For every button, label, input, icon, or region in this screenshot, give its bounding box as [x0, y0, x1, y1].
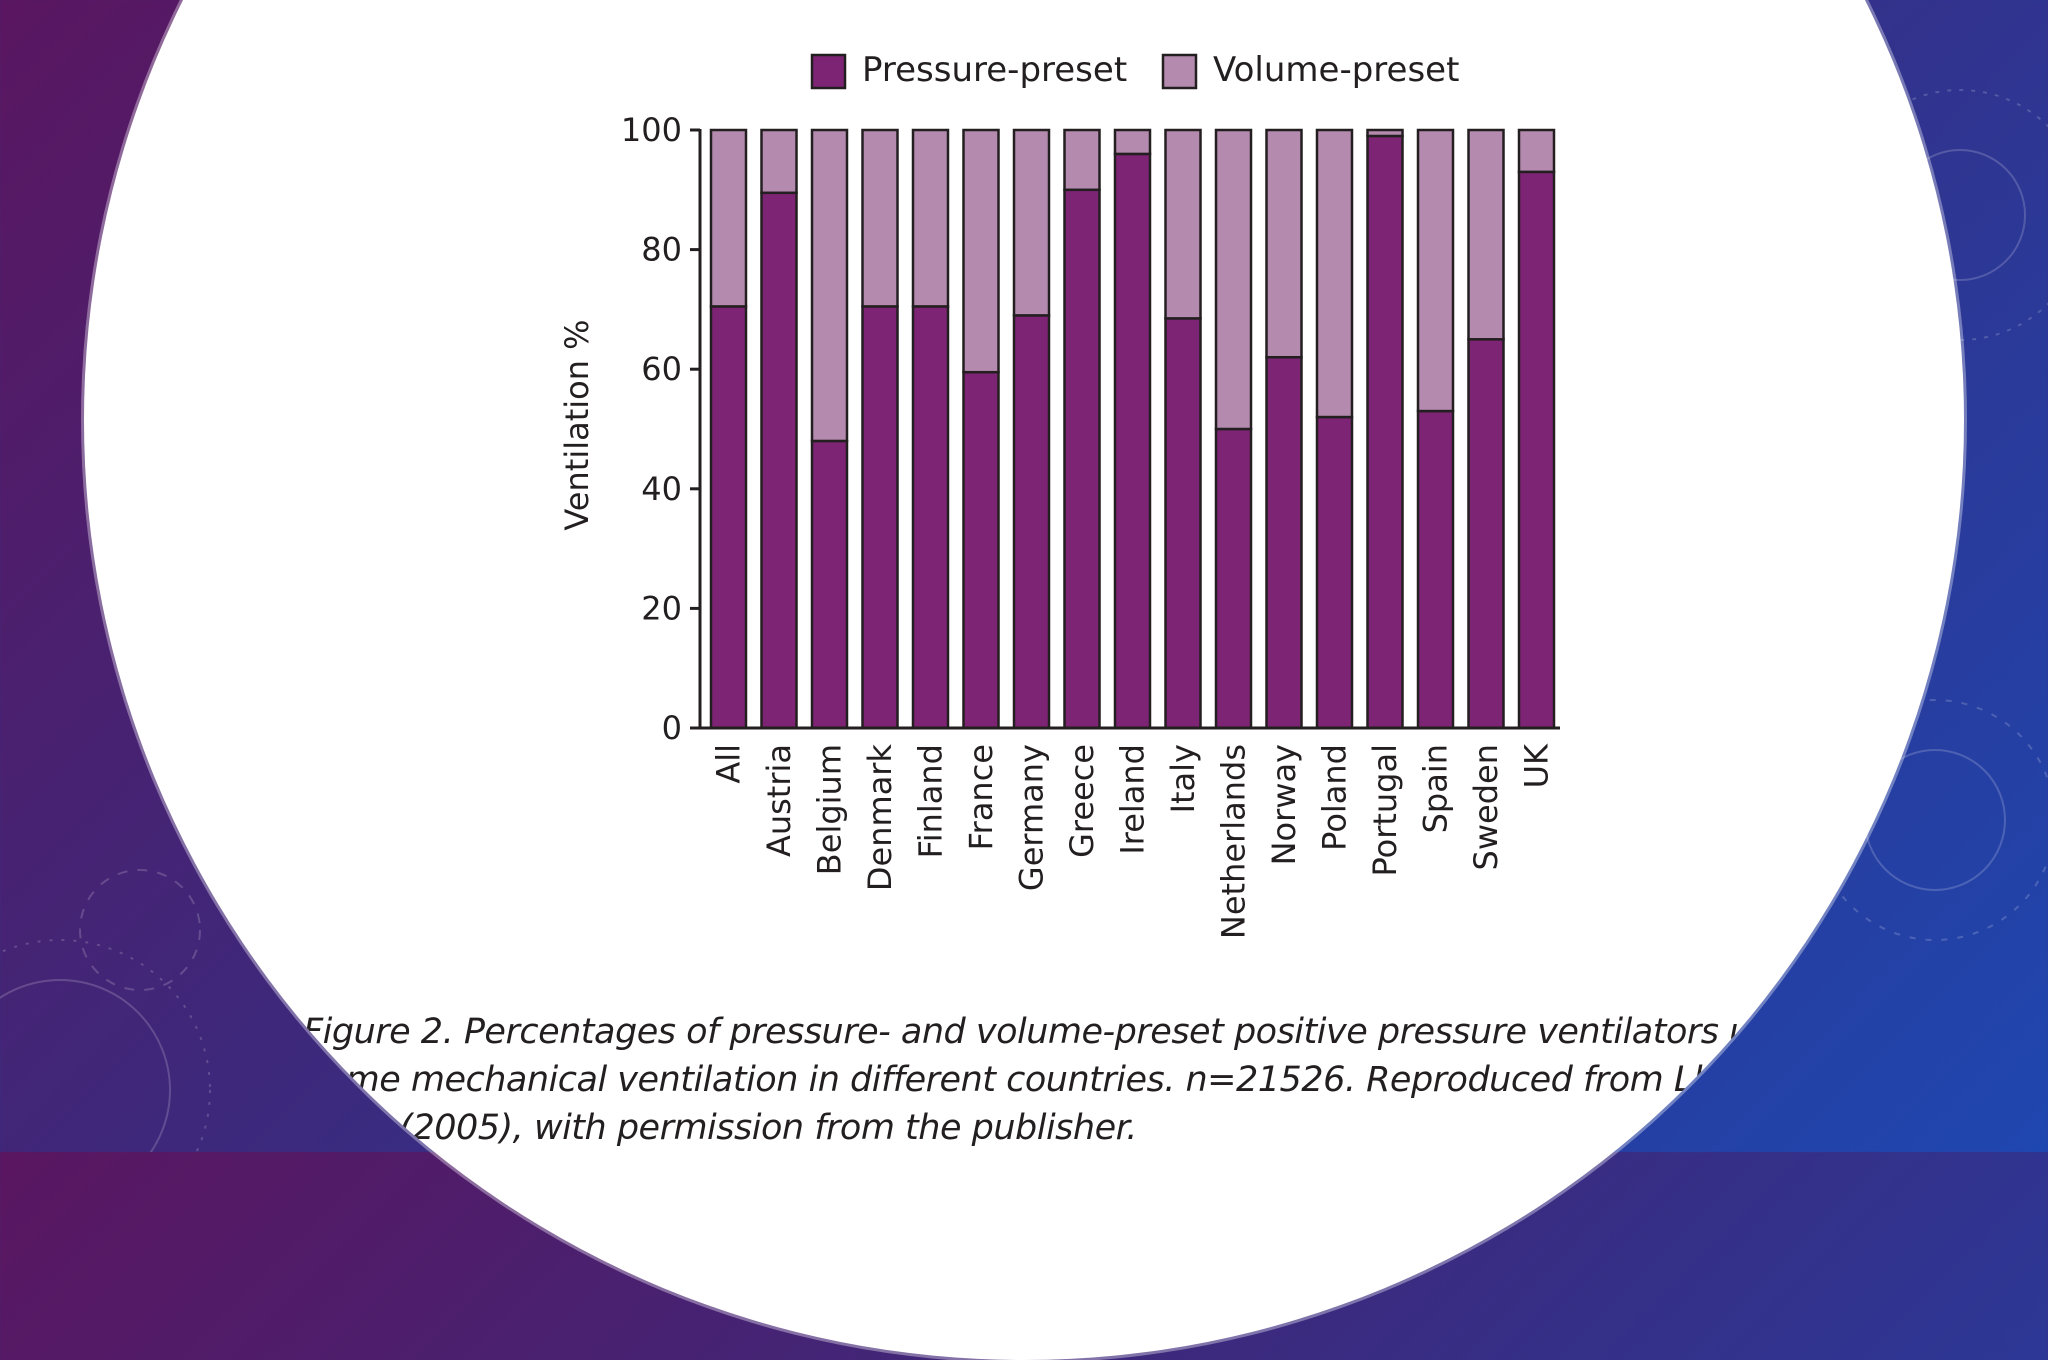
bar-volume-austria: [760, 128, 798, 195]
deco-ring: [0, 939, 211, 1152]
bar-pressure-denmark: [861, 305, 899, 730]
x-tick-label: Ireland: [1114, 744, 1152, 855]
legend: Pressure-preset Volume-preset: [810, 50, 1459, 90]
x-tick-label: France: [962, 744, 1000, 850]
deco-ring: [0, 979, 171, 1152]
bar-pressure-austria: [760, 191, 798, 730]
x-tick-label: Netherlands: [1215, 744, 1253, 939]
bar-volume-all: [709, 128, 748, 308]
bar-pressure-uk: [1517, 170, 1556, 730]
bar-volume-france: [962, 128, 1000, 374]
deco-ring: [1834, 89, 2048, 341]
bar-volume-uk: [1517, 128, 1556, 174]
caption-clip: Figure 2. Percentages of pressure- and v…: [303, 1012, 1875, 1148]
stacked-bar-chart: Pressure-preset Volume-preset Ventilatio…: [558, 50, 1560, 939]
bar-volume-spain: [1416, 128, 1455, 413]
bar-volume-sweden: [1467, 128, 1505, 341]
y-tick-label: 40: [641, 470, 682, 508]
x-tick-label: Portugal: [1366, 744, 1404, 877]
x-tick-label: Austria: [760, 744, 798, 857]
y-axis: 0 20 40 60 80 100: [621, 111, 702, 747]
x-tick-label: Sweden: [1467, 744, 1505, 870]
y-tick-label: 100: [621, 111, 682, 149]
x-tick-label: Poland: [1316, 744, 1354, 851]
bar-pressure-greece: [1063, 188, 1101, 730]
legend-label-pressure: Pressure-preset: [862, 50, 1127, 90]
bar-volume-netherlands: [1214, 128, 1253, 431]
deco-ring: [79, 869, 201, 991]
bar-volume-finland: [911, 128, 950, 308]
x-tick-label: Norway: [1265, 744, 1303, 865]
bar-volume-portugal: [1366, 128, 1404, 138]
figure-caption-line-3: et al. (2005), with permission from the …: [303, 1108, 1137, 1148]
x-tick-label: Germany: [1013, 744, 1051, 891]
legend-swatch-pressure: [810, 53, 847, 90]
x-tick-label: Belgium: [811, 744, 849, 875]
bar-pressure-germany: [1012, 314, 1051, 730]
figure-caption-line-2: home mechanical ventilation in different…: [303, 1060, 1875, 1100]
bar-volume-ireland: [1113, 128, 1152, 156]
legend-swatch-volume: [1161, 53, 1198, 90]
bar-pressure-france: [962, 370, 1000, 730]
background-decoration: [0, 0, 2048, 1152]
figure-caption-line-1: Figure 2. Percentages of pressure- and v…: [303, 1012, 1869, 1052]
y-tick-label: 20: [641, 589, 682, 627]
bar-volume-greece: [1063, 128, 1101, 192]
x-tick-label: Italy: [1164, 744, 1202, 813]
legend-label-volume: Volume-preset: [1213, 50, 1459, 90]
bar-volume-denmark: [861, 128, 899, 308]
y-tick-label: 80: [641, 231, 682, 269]
x-tick-label: Denmark: [861, 744, 899, 892]
x-tick-label: Greece: [1063, 744, 1101, 858]
bar-volume-poland: [1315, 128, 1354, 419]
deco-ring: [1814, 699, 2048, 941]
x-axis: All Austria Belgium Denmark Finland France Ger…: [698, 726, 1560, 939]
bar-pressure-italy: [1164, 317, 1202, 730]
bar-volume-belgium: [810, 128, 849, 443]
bar-volume-germany: [1012, 128, 1051, 317]
x-tick-label: All: [710, 744, 748, 784]
y-tick-label: 60: [641, 350, 682, 388]
x-tick-label: UK: [1518, 743, 1556, 788]
bar-volume-norway: [1265, 128, 1303, 359]
x-tick-label: Finland: [912, 744, 950, 858]
y-tick-label: 0: [662, 709, 682, 747]
x-tick-label: Spain: [1417, 744, 1455, 833]
bar-volume-italy: [1164, 128, 1202, 320]
y-axis-label: Ventilation %: [558, 319, 596, 530]
